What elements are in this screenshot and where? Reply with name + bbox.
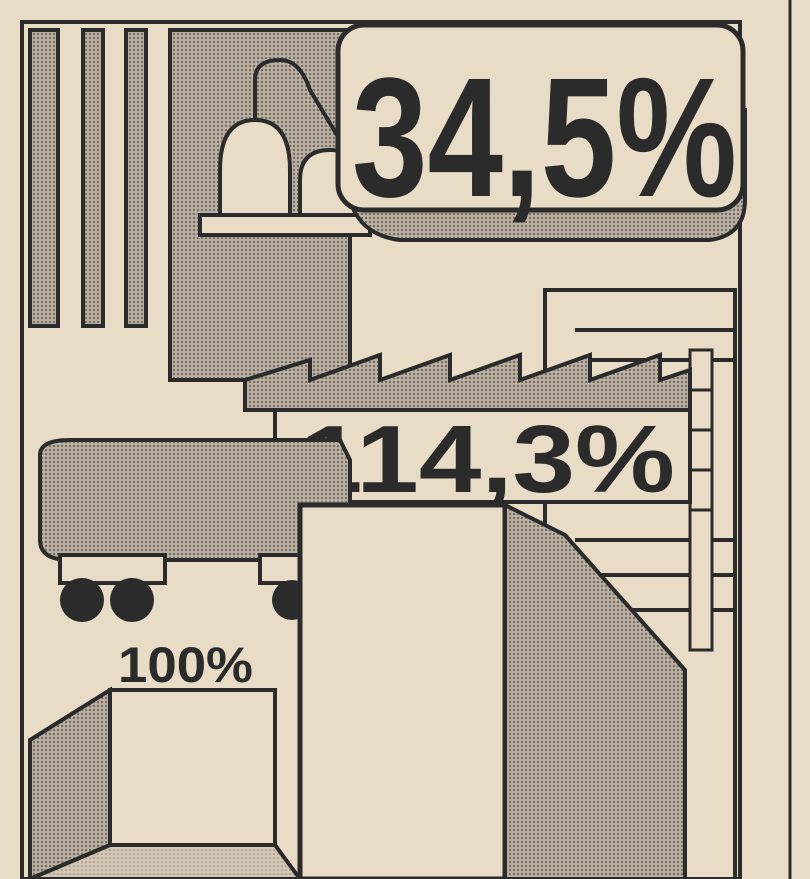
big-box xyxy=(300,505,505,879)
top-figure: 34,5% xyxy=(352,43,737,233)
bottom-figure: 100% xyxy=(118,637,253,693)
middle-figure: 114,3% xyxy=(300,406,675,513)
ladder xyxy=(690,350,712,650)
wagon-frame xyxy=(60,555,165,583)
illustration: 114,3% 100% 34,5% xyxy=(0,0,810,879)
small-box xyxy=(110,690,275,845)
chimneys xyxy=(30,30,146,326)
